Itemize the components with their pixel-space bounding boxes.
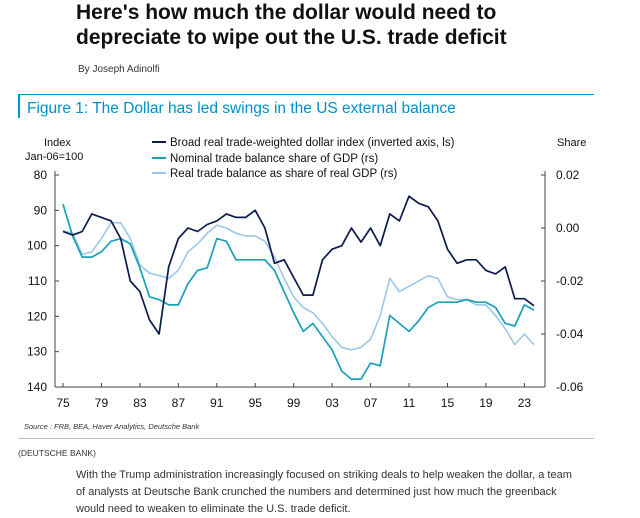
left-tick-label: 90 xyxy=(34,203,48,217)
legend-entry-1: Broad real trade-weighted dollar index (… xyxy=(170,137,455,149)
x-tick-label: 95 xyxy=(249,396,263,410)
x-tick-label: 11 xyxy=(403,396,416,410)
chart-axes xyxy=(54,171,546,388)
legend-entry-2: Nominal trade balance share of GDP (rs) xyxy=(170,153,378,165)
left-tick-label: 140 xyxy=(27,380,47,394)
figure-title: Figure 1: The Dollar has led swings in t… xyxy=(27,100,456,117)
x-tick-label: 99 xyxy=(287,396,301,410)
figure-source: Source : FRB, BEA, Haver Analytics, Deut… xyxy=(24,422,200,431)
x-tick-label: 07 xyxy=(364,396,378,410)
right-axis-label: Share xyxy=(557,137,586,149)
x-tick-label: 15 xyxy=(441,396,455,410)
series-line-1 xyxy=(62,195,535,335)
x-tick-label: 91 xyxy=(210,396,224,410)
right-tick-label: -0.02 xyxy=(556,274,584,288)
left-axis-sublabel: Jan-06=100 xyxy=(25,151,83,163)
chart-labels: 80 90 100 110 120 130 140 0.02 0.00 -0.02 -0.04 -0.… xyxy=(25,137,586,410)
figure-frame: Figure 1: The Dollar has led swings in t… xyxy=(18,94,594,440)
byline: By Joseph Adinolfi xyxy=(78,64,160,75)
figure-bottom-rule xyxy=(18,438,594,439)
x-tick-label: 03 xyxy=(325,396,339,410)
chart: 80 90 100 110 120 130 140 0.02 0.00 -0.02 -0.04 -0.… xyxy=(25,137,586,410)
right-tick-label: -0.06 xyxy=(556,380,584,394)
left-tick-label: 120 xyxy=(27,309,47,323)
figure-left-rule xyxy=(18,94,20,118)
left-tick-label: 100 xyxy=(27,239,47,253)
right-tick-label: -0.04 xyxy=(556,327,584,341)
headline: Here's how much the dollar would need to… xyxy=(76,1,507,49)
left-tick-label: 110 xyxy=(28,274,47,288)
left-tick-label: 130 xyxy=(27,345,47,359)
x-tick-label: 87 xyxy=(172,396,186,410)
article-body: With the Trump administration increasing… xyxy=(76,469,572,515)
x-tick-label: 23 xyxy=(518,396,532,410)
figure-top-rule xyxy=(18,94,594,95)
series-line-3 xyxy=(62,221,535,351)
x-tick-label: 19 xyxy=(479,396,493,410)
right-tick-label: 0.02 xyxy=(556,168,580,182)
left-tick-label: 80 xyxy=(34,168,48,182)
x-tick-label: 83 xyxy=(133,396,147,410)
legend-entry-3: Real trade balance as share of real GDP … xyxy=(170,168,398,180)
series-line-2 xyxy=(62,203,535,380)
left-axis-label: Index xyxy=(44,137,71,149)
x-tick-label: 79 xyxy=(95,396,109,410)
chart-lines xyxy=(62,195,535,380)
image-credit: (DEUTSCHE BANK) xyxy=(18,448,96,458)
right-tick-label: 0.00 xyxy=(556,221,580,235)
x-tick-label: 75 xyxy=(56,396,70,410)
